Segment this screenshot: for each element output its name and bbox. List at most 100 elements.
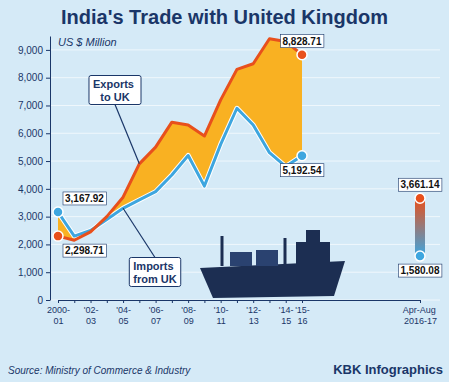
y-tick-label: 4,000 — [18, 184, 43, 195]
x-tick-label: Apr-Aug 2016-17 — [403, 305, 439, 326]
chart-svg: India's Trade with United KingdomUS $ Mi… — [0, 0, 449, 382]
y-axis: 01,0002,0003,0004,0005,0006,0007,0008,00… — [18, 37, 51, 306]
x-tick-mark — [139, 300, 140, 303]
x-tick — [172, 300, 173, 303]
y-tick: 9,000 — [18, 45, 50, 56]
x-tick: '10-11 — [214, 300, 229, 326]
area-between — [58, 39, 302, 240]
x-tick-label-line: 01 — [53, 316, 63, 326]
x-tick-label-line: '14- — [279, 305, 294, 315]
x-axis: 2000-01'02-03'04-05'06-07'08-09'10-11'12… — [47, 300, 438, 326]
y-tick-label: 8,000 — [18, 72, 43, 83]
x-tick-label-line: 2016-17 — [404, 316, 437, 326]
point — [297, 151, 307, 161]
data-label-group: 2,298.71 — [63, 244, 106, 257]
point — [415, 251, 425, 261]
x-tick-mark — [302, 300, 303, 303]
y-tick-mark — [46, 50, 50, 51]
x-tick-mark — [188, 300, 189, 303]
point — [53, 207, 63, 217]
data-label-box — [281, 35, 324, 48]
y-tick: 5,000 — [18, 156, 50, 167]
series-name: Imports from UK — [133, 260, 176, 285]
x-tick — [204, 300, 205, 303]
data-label: 3,661.14 — [401, 179, 440, 190]
y-tick-label: 0 — [37, 295, 43, 306]
data-label: 8,828.71 — [283, 36, 322, 47]
y-tick-label: 1,000 — [18, 267, 43, 278]
callout-box — [129, 258, 180, 287]
ship-mast — [221, 236, 224, 266]
x-tick-mark — [237, 300, 238, 303]
x-tick-mark — [156, 300, 157, 303]
data-label-group: 8,828.71 — [281, 35, 324, 48]
data-label: 3,167.92 — [65, 193, 104, 204]
series-name-line: Imports — [133, 260, 176, 272]
y-tick-mark — [46, 105, 50, 106]
data-label-box — [399, 264, 442, 277]
x-tick-label-line: 16 — [297, 316, 307, 326]
x-tick: '14-15 — [279, 300, 294, 326]
grid-line — [50, 300, 440, 301]
y-tick-label: 3,000 — [18, 211, 43, 222]
grid-line — [50, 133, 440, 134]
credit: KBK Infographics — [333, 362, 443, 377]
callout-box — [89, 76, 141, 105]
series-name-line: from UK — [133, 273, 176, 285]
chart-root: India's Trade with United KingdomUS $ Mi… — [0, 0, 449, 382]
x-tick-mark — [253, 300, 254, 303]
x-tick-label-line: '06- — [149, 305, 164, 315]
x-tick-label-line: '02- — [84, 305, 99, 315]
data-label-group: 5,192.54 — [281, 164, 324, 177]
y-tick-mark — [46, 272, 50, 273]
x-tick-mark — [74, 300, 75, 303]
y-tick-mark — [46, 189, 50, 190]
x-tick-label-line: 05 — [119, 316, 129, 326]
data-label: 5,192.54 — [283, 165, 322, 176]
x-tick-mark — [123, 300, 124, 303]
grid-line — [50, 188, 440, 189]
ship-hull — [200, 261, 345, 298]
data-label-group: 1,580.08 — [399, 264, 442, 277]
y-tick-label: 5,000 — [18, 156, 43, 167]
title: India's Trade with United Kingdom — [61, 6, 388, 28]
x-tick-mark — [204, 300, 205, 303]
plot-area — [53, 39, 425, 261]
line — [58, 108, 302, 236]
series-name-line: Exports — [93, 78, 137, 90]
data-label-box — [63, 244, 106, 257]
callout: Imports from UK — [123, 208, 181, 286]
x-tick-label-line: '15- — [295, 305, 310, 315]
y-tick-mark — [46, 78, 50, 79]
markers — [53, 50, 425, 261]
x-tick-label: '12-13 — [246, 305, 261, 326]
data-label-box — [281, 164, 324, 177]
y-tick: 7,000 — [18, 100, 50, 111]
x-tick-label-line: '12- — [246, 305, 261, 315]
y-tick-mark — [46, 161, 50, 162]
x-tick-label: '06-07 — [149, 305, 164, 326]
x-tick-label: '04-05 — [116, 305, 131, 326]
x-tick-label-line: Apr-Aug — [403, 305, 439, 315]
y-tick-label: 9,000 — [18, 45, 43, 56]
grid-line — [50, 244, 440, 245]
x-tick-label-line: 09 — [184, 316, 194, 326]
ship-funnel — [306, 230, 320, 243]
data-labels: 2,298.71 8,828.71 3,661.14 3,167.92 5,192.54… — [63, 35, 442, 277]
x-tick-label-line: 15 — [281, 316, 291, 326]
point — [415, 193, 425, 203]
y-tick-mark — [46, 217, 50, 218]
x-tick-label-line: 2000- — [47, 305, 70, 315]
y-tick: 8,000 — [18, 72, 50, 83]
line — [58, 39, 302, 240]
y-tick-mark — [46, 133, 50, 134]
callout-connector — [123, 208, 155, 257]
y-tick: 2,000 — [18, 239, 50, 250]
x-tick-mark — [107, 300, 108, 303]
x-tick-mark — [221, 300, 222, 303]
series-name-line: to UK — [100, 91, 129, 103]
ship-container — [256, 250, 278, 266]
data-label: 1,580.08 — [401, 265, 440, 276]
y-tick: 4,000 — [18, 184, 50, 195]
y-tick-label: 2,000 — [18, 239, 43, 250]
